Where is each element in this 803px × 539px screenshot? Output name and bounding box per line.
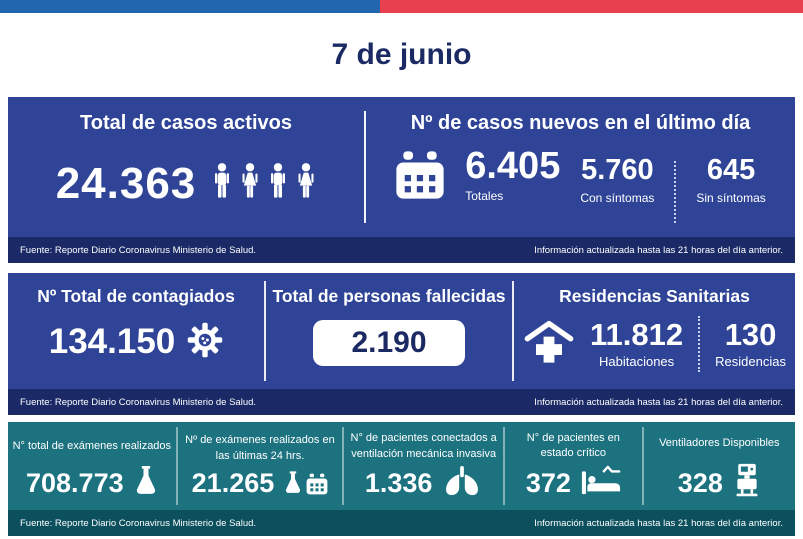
updated-note: Información actualizada hasta las 21 hor… xyxy=(534,244,783,256)
section-divider xyxy=(364,111,366,223)
people-icons xyxy=(212,159,316,208)
stat-value: 11.812 xyxy=(590,317,684,352)
hospital-bed-icon xyxy=(581,465,621,501)
stat-con-sintomas: 5.760 Con síntomas xyxy=(580,147,654,205)
stat-label: Habitaciones xyxy=(599,354,675,369)
contagiados-section: Nº Total de contagiados 134.150 xyxy=(8,273,264,389)
fallecidas-title: Total de personas fallecidas xyxy=(272,286,506,306)
new-cases-section: Nº de casos nuevos en el último día 6.40… xyxy=(366,97,795,237)
source-note: Fuente: Reporte Diario Coronavirus Minis… xyxy=(20,396,257,408)
stat-value: 645 xyxy=(706,154,756,186)
section-divider xyxy=(512,281,514,381)
flag-blue-bar xyxy=(0,0,380,13)
fallecidas-value: 2.190 xyxy=(351,326,427,359)
page-title: 7 de junio xyxy=(331,38,472,71)
column-value: 372 xyxy=(525,467,571,498)
updated-note: Información actualizada hasta las 21 hor… xyxy=(534,396,783,408)
flask-calendar-icon xyxy=(284,471,328,495)
ventilator-icon xyxy=(733,463,761,503)
panel-footer: Fuente: Reporte Diario Coronavirus Minis… xyxy=(8,510,795,536)
critical-patients-section: N° de pacientes en estado crítico 372 xyxy=(505,422,642,510)
panel-footer: Fuente: Reporte Diario Coronavirus Minis… xyxy=(8,389,795,415)
panel-totals: Nº Total de contagiados 134.150 Total de… xyxy=(8,273,795,415)
flag-red-bar xyxy=(380,0,803,13)
stat-totales: 6.405 Totales xyxy=(465,147,560,203)
ventilators-available-section: Ventiladores Disponibles 328 xyxy=(644,422,795,510)
virus-icon xyxy=(187,322,223,363)
panel-active-cases: Total de casos activos 24.363 Nº de caso… xyxy=(8,97,795,263)
stat-habitaciones: 11.812 Habitaciones xyxy=(590,319,683,369)
column-divider xyxy=(175,427,178,505)
dotted-divider xyxy=(698,316,701,372)
stat-label: Con síntomas xyxy=(580,190,655,205)
lungs-icon xyxy=(442,465,482,501)
contagiados-title: Nº Total de contagiados xyxy=(37,286,235,306)
column-divider xyxy=(342,427,345,505)
column-divider xyxy=(641,427,644,505)
flask-icon xyxy=(134,465,158,501)
ventilation-section: N° de pacientes conectados a ventilación… xyxy=(344,422,503,510)
stat-label: Totales xyxy=(465,189,504,203)
calendar-icon xyxy=(395,151,445,204)
house-cross-icon xyxy=(523,319,575,370)
stat-label: Residencias xyxy=(715,354,786,369)
updated-note: Información actualizada hasta las 21 hor… xyxy=(534,517,783,529)
dotted-divider xyxy=(674,161,677,223)
new-cases-title: Nº de casos nuevos en el último día xyxy=(410,112,751,134)
deaths-box: 2.190 xyxy=(313,320,465,366)
woman-icon xyxy=(240,159,260,208)
column-label: N° de pacientes en estado crítico xyxy=(526,431,620,459)
contagiados-value: 134.150 xyxy=(48,322,176,361)
man-icon xyxy=(212,159,232,208)
stat-sin-sintomas: 645 Sin síntomas xyxy=(696,147,765,205)
active-cases-title: Total de casos activos xyxy=(80,112,292,134)
active-cases-value: 24.363 xyxy=(55,158,197,208)
stat-value: 5.760 xyxy=(581,154,654,186)
panel-footer: Fuente: Reporte Diario Coronavirus Minis… xyxy=(8,237,795,263)
column-label: N° total de exámenes realizados xyxy=(12,439,172,452)
column-value: 328 xyxy=(677,467,723,498)
fallecidas-section: Total de personas fallecidas 2.190 xyxy=(266,273,512,389)
column-label: Nº de exámenes realizados en las últimas… xyxy=(185,434,335,462)
source-note: Fuente: Reporte Diario Coronavirus Minis… xyxy=(20,517,257,529)
panel-health-network: N° total de exámenes realizados 708.773 … xyxy=(8,422,795,536)
residencias-title: Residencias Sanitarias xyxy=(559,286,750,306)
column-value: 1.336 xyxy=(364,467,433,498)
column-value: 708.773 xyxy=(26,467,124,498)
column-label: Ventiladores Disponibles xyxy=(659,437,780,450)
stat-value: 6.405 xyxy=(465,145,561,187)
column-divider xyxy=(503,427,506,505)
source-note: Fuente: Reporte Diario Coronavirus Minis… xyxy=(20,244,257,256)
section-divider xyxy=(264,281,266,381)
residencias-section: Residencias Sanitarias 11.812 Habitacion… xyxy=(514,273,795,389)
woman-icon xyxy=(296,159,316,208)
column-value: 21.265 xyxy=(191,467,275,498)
flag-bar xyxy=(0,0,803,13)
stat-residencias: 130 Residencias xyxy=(715,319,786,369)
column-label: N° de pacientes conectados a ventilación… xyxy=(350,432,497,460)
exams-total-section: N° total de exámenes realizados 708.773 xyxy=(8,422,176,510)
stat-label: Sin síntomas xyxy=(696,190,766,205)
stat-value: 130 xyxy=(724,317,777,352)
header: 7 de junio xyxy=(0,13,803,97)
man-icon xyxy=(268,159,288,208)
active-cases-section: Total de casos activos 24.363 xyxy=(8,97,364,237)
exams-24h-section: Nº de exámenes realizados en las últimas… xyxy=(178,422,343,510)
